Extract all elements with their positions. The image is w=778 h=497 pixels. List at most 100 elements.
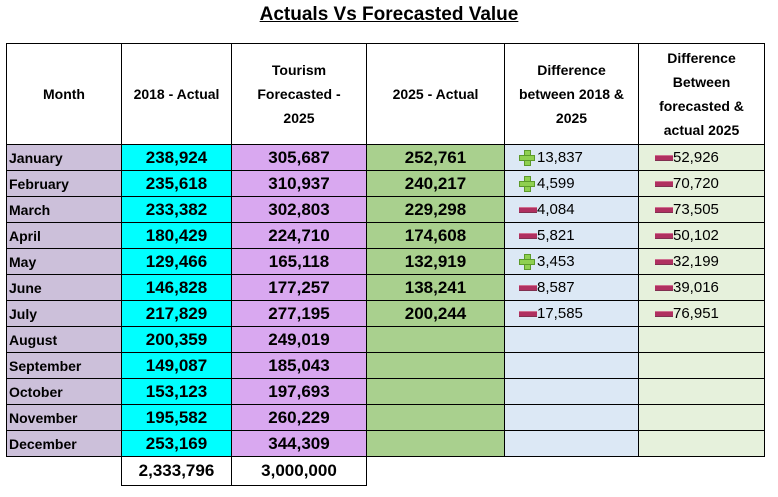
diff-2018-2025-cell — [504, 352, 639, 379]
month-cell-value: October — [9, 383, 63, 400]
month-cell: June — [6, 274, 122, 301]
month-cell-value: September — [9, 357, 82, 374]
diff-2018-2025-cell: 13,837 — [504, 144, 639, 171]
actual-2025-cell: 132,919 — [366, 248, 505, 275]
minus-icon — [519, 233, 537, 240]
minus-icon — [655, 259, 673, 266]
plus-icon — [519, 176, 535, 193]
minus-icon — [655, 311, 673, 318]
minus-icon — [655, 155, 673, 162]
actual-2025-cell-value: 240,217 — [404, 173, 467, 193]
actual-2025-cell: 138,241 — [366, 274, 505, 301]
total-actual-2018: 2,333,796 — [121, 456, 232, 486]
actual-2025-cell — [366, 352, 505, 379]
diff-forecast-actual-cell — [638, 404, 765, 431]
diff-2018-2025-cell: 4,599 — [504, 170, 639, 197]
diff-forecast-actual-cell: 76,951 — [638, 300, 765, 327]
diff-2018-2025-cell: 3,453 — [504, 248, 639, 275]
forecast-2025-cell: 224,710 — [231, 222, 367, 249]
actual-2025-cell-value: 229,298 — [404, 199, 467, 219]
actual-2018-cell: 253,169 — [121, 430, 232, 457]
diff-forecast-actual-cell — [638, 326, 765, 353]
forecast-2025-cell-value: 310,937 — [268, 173, 330, 193]
diff-forecast-actual-cell — [638, 352, 765, 379]
diff-2018-2025-cell-value: 8,587 — [537, 279, 575, 296]
actual-2018-cell-value: 235,618 — [145, 173, 208, 193]
table-row: February 235,618 310,937 240,217 4,599 70,720 — [6, 170, 765, 197]
table-row: April 180,429 224,710 174,608 5,821 50,102 — [6, 222, 765, 249]
month-cell-value: November — [9, 409, 78, 426]
table-row: November 195,582 260,229 — [6, 404, 765, 431]
diff-forecast-actual-cell: 70,720 — [638, 170, 765, 197]
header-row: Month 2018 - Actual Tourism Forecasted -… — [6, 43, 765, 145]
diff-forecast-actual-cell — [638, 378, 765, 405]
diff-2018-2025-cell: 4,084 — [504, 196, 639, 223]
minus-icon — [655, 207, 673, 214]
month-cell: January — [6, 144, 122, 171]
totals-row: 2,333,796 3,000,000 — [6, 456, 765, 486]
actual-2025-cell: 200,244 — [366, 300, 505, 327]
diff-forecast-actual-cell-value: 73,505 — [673, 201, 719, 218]
diff-forecast-actual-cell: 32,199 — [638, 248, 765, 275]
diff-2018-2025-cell-value: 13,837 — [537, 148, 583, 166]
diff-2018-2025-cell — [504, 326, 639, 353]
minus-icon — [655, 181, 673, 188]
actual-2018-cell-value: 129,466 — [145, 251, 208, 271]
table-row: August 200,359 249,019 — [6, 326, 765, 353]
forecast-2025-cell: 185,043 — [231, 352, 367, 379]
diff-forecast-actual-cell-value: 50,102 — [673, 227, 719, 244]
diff-2018-2025-cell — [504, 430, 639, 457]
forecast-2025-cell: 260,229 — [231, 404, 367, 431]
page-title: Actuals Vs Forecasted Value — [259, 4, 519, 25]
month-cell-value: August — [9, 331, 58, 348]
plus-icon — [519, 254, 535, 271]
actual-2018-cell-value: 238,924 — [145, 147, 208, 167]
actual-2018-cell: 195,582 — [121, 404, 232, 431]
totals-spacer — [366, 456, 505, 486]
actual-2025-cell — [366, 404, 505, 431]
actual-2025-cell: 240,217 — [366, 170, 505, 197]
minus-icon — [519, 207, 537, 214]
diff-forecast-actual-cell-value: 70,720 — [673, 175, 719, 192]
table-row: July 217,829 277,195 200,244 17,585 76,951 — [6, 300, 765, 327]
actual-2018-cell-value: 146,828 — [145, 277, 208, 297]
actual-2018-cell: 217,829 — [121, 300, 232, 327]
actual-2018-cell-value: 233,382 — [145, 199, 208, 219]
month-cell: March — [6, 196, 122, 223]
actual-2018-cell: 180,429 — [121, 222, 232, 249]
month-cell: November — [6, 404, 122, 431]
actual-2025-cell-value: 200,244 — [404, 303, 467, 323]
forecast-2025-cell-value: 260,229 — [268, 407, 330, 427]
forecast-2025-cell-value: 197,693 — [268, 381, 330, 401]
actual-2025-cell-value: 174,608 — [404, 225, 467, 245]
month-cell-value: February — [9, 175, 69, 192]
table-row: December 253,169 344,309 — [6, 430, 765, 457]
diff-forecast-actual-cell-value: 52,926 — [673, 149, 719, 166]
month-cell: October — [6, 378, 122, 405]
month-cell-value: December — [9, 435, 77, 452]
forecast-2025-cell-value: 177,257 — [268, 277, 330, 297]
actual-2025-cell-value: 252,761 — [404, 147, 467, 167]
month-cell-value: January — [9, 149, 63, 166]
actual-2018-cell-value: 200,359 — [145, 329, 208, 349]
month-cell-value: July — [9, 305, 38, 322]
actual-2018-cell: 235,618 — [121, 170, 232, 197]
diff-2018-2025-cell-value: 3,453 — [537, 252, 575, 270]
forecast-2025-cell: 344,309 — [231, 430, 367, 457]
totals-spacer — [638, 456, 765, 486]
header-diff-forecast-actual: Difference Between forecasted & actual 2… — [638, 43, 765, 145]
minus-icon — [655, 233, 673, 240]
minus-icon — [519, 311, 537, 318]
month-cell-value: March — [9, 201, 51, 218]
actual-2025-cell-value: 132,919 — [404, 251, 467, 271]
actual-2025-cell-value: 138,241 — [404, 277, 467, 297]
diff-forecast-actual-cell: 52,926 — [638, 144, 765, 171]
diff-forecast-actual-cell: 73,505 — [638, 196, 765, 223]
actual-2018-cell: 129,466 — [121, 248, 232, 275]
actual-2018-cell-value: 253,169 — [145, 433, 208, 453]
diff-forecast-actual-cell-value: 32,199 — [673, 253, 719, 270]
forecast-2025-cell: 310,937 — [231, 170, 367, 197]
diff-forecast-actual-cell-value: 76,951 — [673, 305, 719, 322]
header-month: Month — [6, 43, 122, 145]
minus-icon — [519, 285, 537, 292]
